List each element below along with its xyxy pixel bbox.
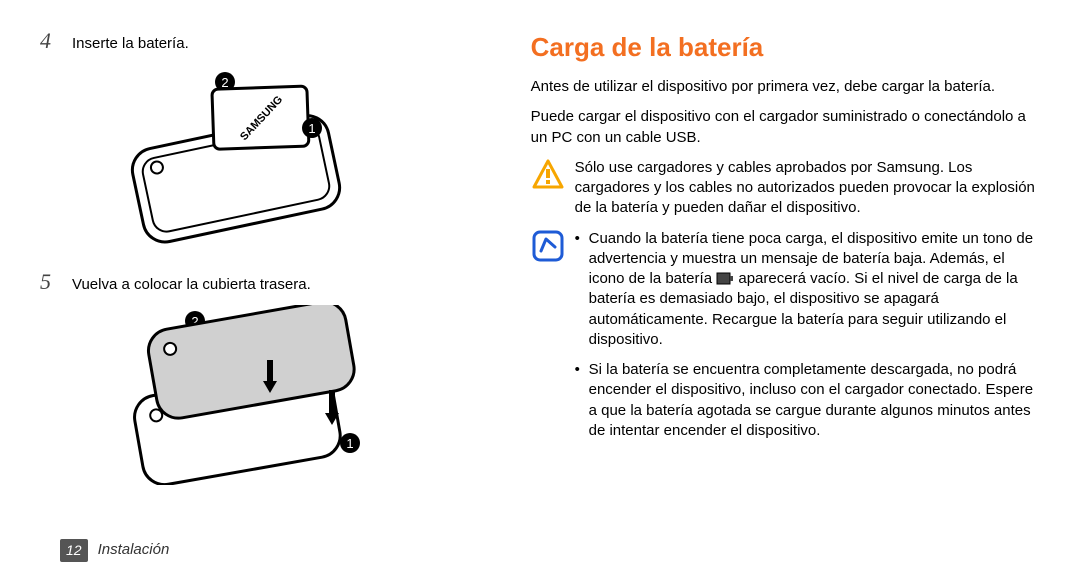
illustration-insert-battery: 2 SAMSUNG [80, 64, 491, 250]
note-icon [531, 229, 565, 263]
note-callout: Cuando la batería tiene poca carga, el d… [531, 229, 1040, 452]
list-item: Si la batería se encuentra completamente… [575, 360, 1040, 441]
page-footer: 12 Instalación [60, 539, 169, 562]
svg-text:1: 1 [346, 436, 353, 451]
step-number: 4 [40, 30, 60, 52]
right-column: Carga de la batería Antes de utilizar el… [531, 30, 1040, 511]
battery-icon [716, 271, 734, 284]
step-5: 5 Vuelva a colocar la cubierta trasera. [40, 271, 491, 295]
warning-text: Sólo use cargadores y cables aprobados p… [575, 158, 1040, 219]
note-bullets: Cuando la batería tiene poca carga, el d… [575, 229, 1040, 442]
step-4: 4 Inserte la batería. [40, 30, 491, 54]
paragraph: Puede cargar el dispositivo con el carga… [531, 107, 1040, 148]
illustration-replace-cover: 2 [80, 305, 491, 491]
section-heading: Carga de la batería [531, 30, 1040, 65]
list-item: Cuando la batería tiene poca carga, el d… [575, 229, 1040, 351]
step-text: Vuelva a colocar la cubierta trasera. [72, 271, 311, 295]
page-number: 12 [60, 539, 88, 562]
warning-callout: Sólo use cargadores y cables aprobados p… [531, 158, 1040, 219]
warning-icon [531, 158, 565, 192]
svg-text:1: 1 [308, 121, 315, 136]
step-number: 5 [40, 271, 60, 293]
footer-section: Instalación [98, 540, 170, 560]
step-text: Inserte la batería. [72, 30, 189, 54]
paragraph: Antes de utilizar el dispositivo por pri… [531, 77, 1040, 97]
left-column: 4 Inserte la batería. 2 [40, 30, 491, 511]
